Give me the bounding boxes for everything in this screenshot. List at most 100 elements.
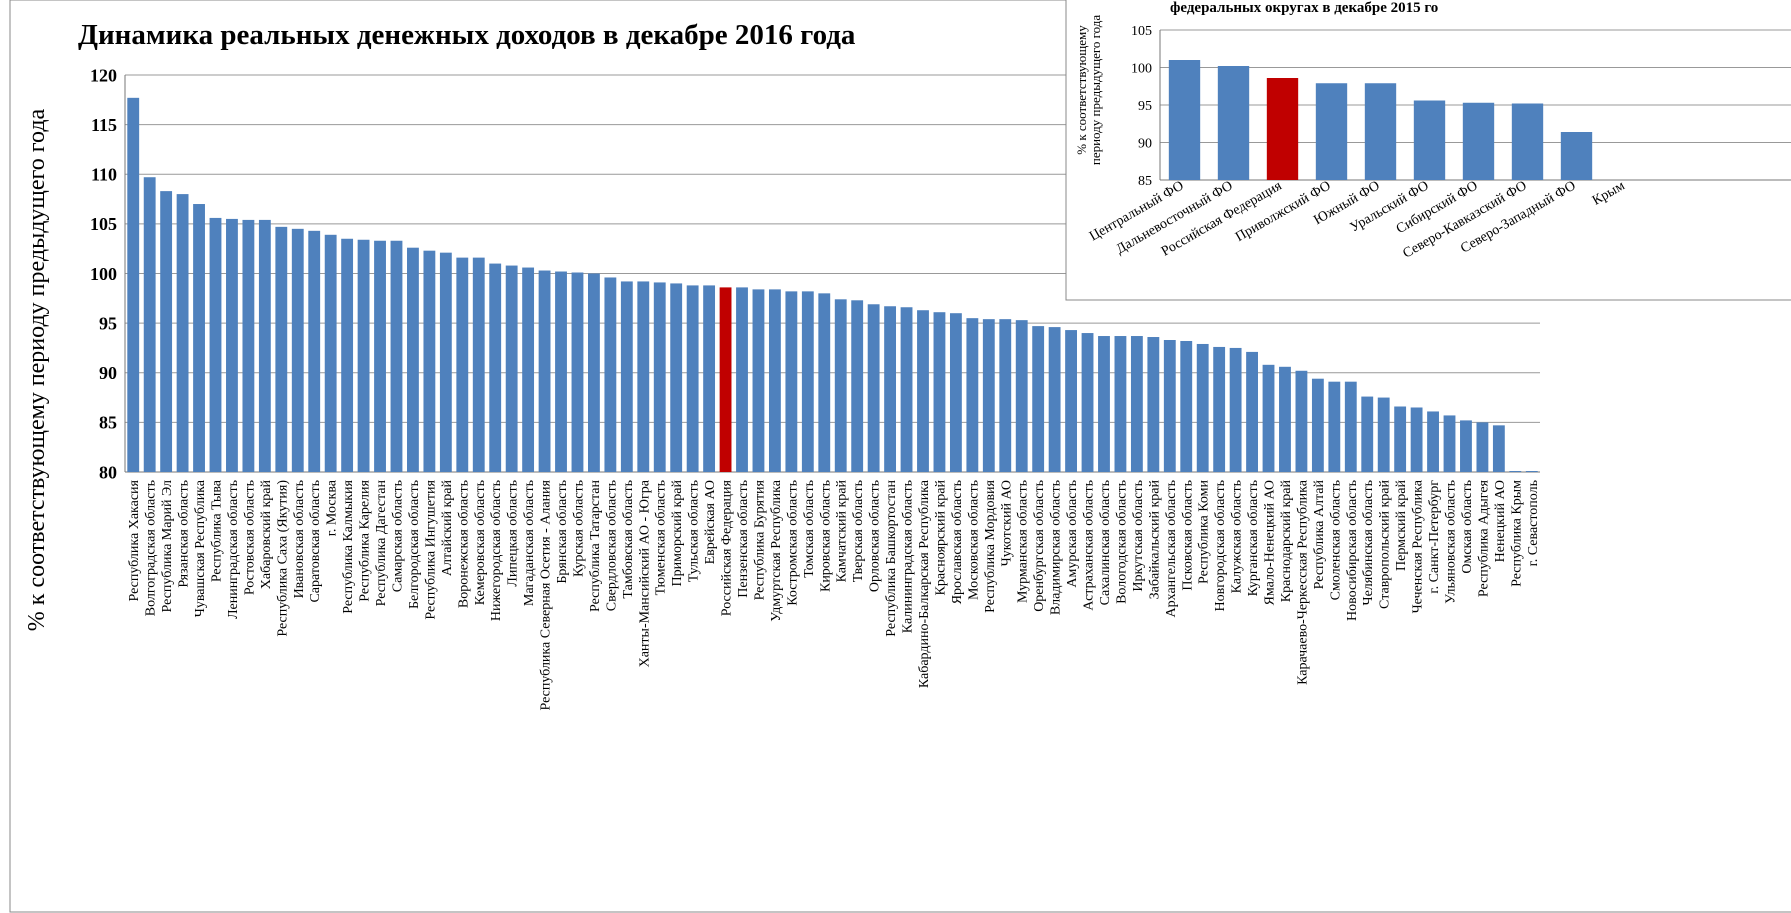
bar [719, 287, 732, 472]
bar [900, 307, 913, 472]
bar [851, 300, 864, 472]
x-tick-label: Астраханская область [1082, 480, 1097, 611]
bar [324, 234, 337, 472]
x-tick-label: Псковская область [1180, 480, 1195, 591]
y-axis-label: % к соответствующему [1074, 25, 1089, 155]
x-tick-label: Самарская область [390, 480, 405, 592]
bar [1476, 422, 1489, 472]
x-tick-label: Рязанская область [177, 480, 192, 588]
x-tick-label: Чукотский АО [999, 480, 1014, 566]
x-tick-label: Курганская область [1246, 480, 1261, 596]
x-tick-label: Ненецкий АО [1493, 480, 1508, 562]
x-tick-label: Ульяновская область [1444, 480, 1459, 604]
bar [620, 281, 633, 472]
x-tick-label: Смоленская область [1328, 480, 1343, 600]
x-tick-label: Еврейская АО [703, 480, 718, 564]
bar [357, 239, 370, 472]
bar [670, 283, 683, 472]
x-tick-label: Саратовская область [308, 480, 323, 603]
bar [768, 289, 781, 472]
bar [1410, 407, 1423, 472]
x-tick-label: Республика Коми [1197, 479, 1212, 583]
bar [982, 319, 995, 472]
x-tick-label: Белгородская область [407, 480, 422, 609]
bar [1443, 415, 1456, 472]
bar [226, 218, 238, 472]
bar [472, 257, 485, 472]
bar [1196, 343, 1209, 472]
bar [1394, 406, 1407, 472]
bar [439, 252, 452, 472]
y-tick-label: 90 [99, 363, 117, 383]
bar [407, 247, 419, 472]
bar [1361, 396, 1374, 472]
x-tick-label: Республика Башкортостан [884, 480, 899, 637]
bar [686, 285, 699, 472]
x-tick-label: Мурманская область [1016, 480, 1031, 603]
x-tick-label: Республика Алтай [1312, 480, 1327, 590]
x-tick-label: Кабардино-Балкарская Республика [917, 479, 932, 688]
bar [1262, 364, 1275, 472]
bar [505, 265, 518, 472]
bar [242, 219, 255, 472]
bar [1295, 370, 1308, 472]
x-tick-label: Тульская область [687, 480, 702, 582]
y-axis-label: % к соответствующему периоду предыдущего… [24, 108, 50, 631]
y-tick-label: 110 [91, 165, 117, 185]
bar [588, 273, 600, 472]
x-tick-label: Республика Ингушетия [423, 479, 438, 619]
bar [1413, 100, 1446, 180]
bar [1098, 336, 1110, 472]
x-tick-label: Республика Мордовия [983, 479, 998, 612]
x-tick-label: г. Москва [325, 479, 340, 536]
bar [933, 312, 946, 472]
x-tick-label: Республика Крым [1509, 480, 1524, 587]
x-tick-label: Республика Тыва [209, 479, 224, 582]
bar [1460, 420, 1472, 472]
bar [752, 289, 765, 472]
bar [1229, 347, 1242, 472]
x-tick-label: Воронежская область [456, 480, 471, 608]
y-tick-label: 95 [99, 313, 117, 333]
x-tick-label: Калининградская область [901, 480, 916, 633]
bar [143, 177, 156, 473]
bar [1114, 336, 1127, 472]
bar [571, 272, 584, 472]
bar [1509, 471, 1522, 472]
y-tick-label: 105 [90, 214, 117, 234]
bar [917, 310, 929, 472]
bar [275, 226, 288, 472]
chart-title: Динамика реальных денежных доходов в дек… [78, 19, 856, 51]
bar [1364, 83, 1397, 180]
y-tick-label: 85 [99, 413, 117, 433]
bar [390, 240, 403, 472]
bar [1032, 326, 1045, 472]
x-tick-label: Тамбовская область [621, 480, 636, 599]
bar [423, 250, 436, 472]
x-tick-label: Омская область [1460, 480, 1475, 574]
bar [1311, 378, 1324, 472]
bar [1279, 366, 1291, 472]
bar [374, 240, 386, 472]
y-tick-label: 95 [1138, 99, 1152, 114]
y-tick-label: 120 [90, 65, 117, 85]
bar [341, 238, 354, 472]
x-tick-label: Камчатский край [835, 479, 850, 582]
y-tick-label: 115 [91, 115, 117, 135]
bar [555, 271, 567, 472]
y-tick-label: 100 [1131, 61, 1152, 76]
x-tick-label: Свердловская область [604, 480, 619, 611]
bar [489, 263, 502, 472]
x-tick-label: Нижегородская область [489, 480, 504, 621]
x-tick-label: Республика Татарстан [588, 479, 603, 612]
bar [1344, 381, 1357, 472]
bar [949, 313, 962, 472]
x-tick-label: Ростовская область [242, 480, 257, 595]
bar [999, 319, 1012, 472]
x-tick-label: Республика Марий Эл [160, 480, 175, 612]
x-tick-label: Республика Бурятия [752, 479, 767, 600]
x-tick-label: Чеченская Республика [1411, 479, 1426, 613]
bar [1246, 351, 1258, 472]
bar [884, 306, 897, 472]
